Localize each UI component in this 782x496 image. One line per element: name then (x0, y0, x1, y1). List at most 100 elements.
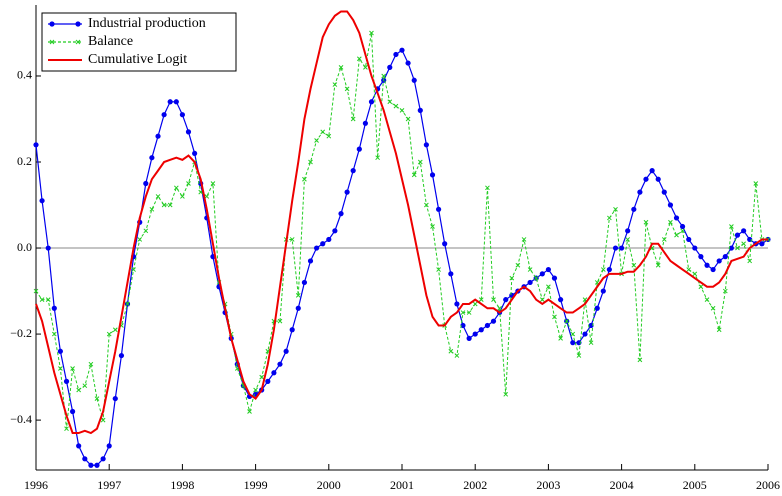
legend-marker (49, 39, 55, 45)
point (405, 60, 411, 66)
point (271, 370, 277, 376)
point (363, 65, 368, 70)
point (588, 340, 594, 346)
point (673, 215, 680, 221)
point (551, 275, 558, 281)
point (405, 116, 411, 122)
point (375, 155, 380, 161)
point (515, 262, 521, 268)
point (313, 245, 320, 251)
point (301, 279, 308, 286)
point (576, 353, 582, 358)
point (612, 245, 619, 251)
point (692, 271, 698, 277)
x-tick-label: 2005 (683, 478, 707, 492)
point (478, 297, 484, 303)
point (600, 288, 606, 294)
legend-marker (75, 39, 81, 45)
point (448, 271, 454, 277)
point (637, 189, 643, 195)
point (741, 228, 747, 234)
point (88, 361, 94, 367)
x-tick-label: 2001 (390, 478, 414, 492)
series-line (35, 49, 769, 466)
point (155, 194, 161, 199)
point (478, 327, 484, 333)
point (686, 267, 692, 272)
point (308, 159, 313, 165)
point (173, 99, 179, 105)
point (295, 305, 301, 311)
point (51, 331, 57, 337)
point (741, 241, 746, 247)
point (167, 99, 173, 105)
point (710, 305, 716, 311)
point (539, 271, 545, 277)
point (326, 133, 332, 139)
point (613, 206, 618, 212)
point (472, 331, 478, 337)
point (588, 322, 594, 329)
point (332, 228, 338, 234)
point (460, 322, 466, 329)
point (722, 288, 728, 294)
legend: Industrial production Balance Cumulative L… (41, 12, 237, 72)
point (539, 297, 545, 303)
point (259, 374, 265, 380)
point (33, 142, 39, 148)
point (106, 331, 112, 337)
point (430, 224, 435, 229)
point (606, 266, 612, 273)
point (64, 426, 69, 432)
point (619, 245, 625, 251)
point (94, 462, 100, 468)
point (686, 236, 692, 243)
point (704, 297, 710, 303)
legend-marker (49, 21, 55, 27)
point (527, 267, 533, 272)
point (381, 73, 387, 79)
point (735, 245, 740, 251)
point (680, 228, 685, 234)
point (600, 267, 606, 272)
point (661, 237, 667, 242)
point (155, 133, 161, 139)
point (722, 254, 728, 260)
point (100, 456, 106, 462)
point (698, 284, 704, 290)
point (692, 245, 698, 251)
point (460, 310, 466, 315)
point (393, 103, 399, 109)
point (45, 245, 51, 251)
point (125, 301, 130, 307)
point (45, 297, 51, 303)
point (546, 284, 551, 290)
point (637, 357, 643, 363)
point (655, 262, 661, 268)
point (698, 254, 704, 260)
point (399, 108, 405, 113)
point (393, 51, 399, 58)
point (485, 185, 490, 191)
point (503, 297, 509, 303)
point (552, 314, 557, 320)
point (51, 305, 57, 311)
point (88, 462, 94, 468)
point (143, 228, 149, 234)
point (503, 391, 509, 397)
point (277, 318, 283, 324)
point (344, 86, 350, 92)
point (491, 297, 496, 303)
point (497, 305, 502, 311)
y-tick-label: −0.2 (10, 326, 32, 340)
point (436, 267, 441, 272)
point (161, 202, 167, 208)
point (368, 99, 375, 105)
point (411, 77, 417, 83)
point (289, 237, 295, 242)
point (210, 181, 216, 186)
point (607, 215, 612, 221)
point (332, 82, 338, 87)
point (716, 327, 722, 333)
point (490, 318, 497, 324)
